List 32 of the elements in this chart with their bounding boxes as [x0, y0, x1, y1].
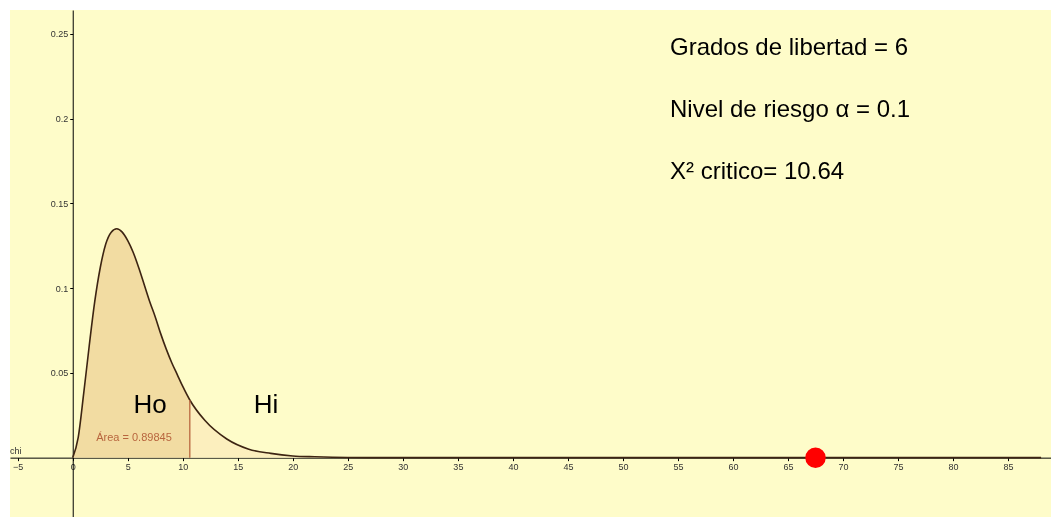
y-tick-label: 0.2: [55, 114, 69, 125]
x-tick-label: −5: [13, 462, 24, 473]
annotation: Ho: [133, 389, 167, 419]
x-tick-label: 20: [288, 462, 299, 473]
x-tick-label: 25: [343, 462, 354, 473]
x-tick-label: 45: [563, 462, 574, 473]
x-tick-label: 75: [893, 462, 904, 473]
annotation: Grados de libertad = 6: [670, 33, 909, 60]
annotation: Área = 0.89845: [96, 431, 172, 443]
x-tick-label: 60: [728, 462, 739, 473]
annotation: X² critico= 10.64: [670, 157, 845, 184]
annotation: Hi: [253, 389, 279, 419]
x-tick-label: 5: [125, 462, 131, 473]
x-tick-label: 30: [398, 462, 409, 473]
x-axis-title: chi: [10, 445, 22, 456]
annotation: Nivel de riesgo α = 0.1: [670, 95, 910, 122]
line-series: [71, 227, 1042, 459]
x-tick-label: 85: [1003, 462, 1014, 473]
x-tick-label: 0: [70, 462, 76, 473]
x-tick-label: 15: [233, 462, 244, 473]
x-tick-label: 55: [673, 462, 684, 473]
x-tick-label: 40: [508, 462, 519, 473]
x-tick-label: 80: [948, 462, 959, 473]
y-tick-label: 0.1: [55, 283, 69, 294]
y-tick-label: 0.15: [50, 198, 69, 209]
y-tick-label: 0.25: [50, 29, 69, 40]
x-tick-label: 65: [783, 462, 794, 473]
x-tick-label: 50: [618, 462, 629, 473]
x-tick-label: 10: [178, 462, 189, 473]
y-tick-label: 0.05: [50, 368, 69, 379]
x-tick-label: 70: [838, 462, 849, 473]
x-tick-label: 35: [453, 462, 464, 473]
